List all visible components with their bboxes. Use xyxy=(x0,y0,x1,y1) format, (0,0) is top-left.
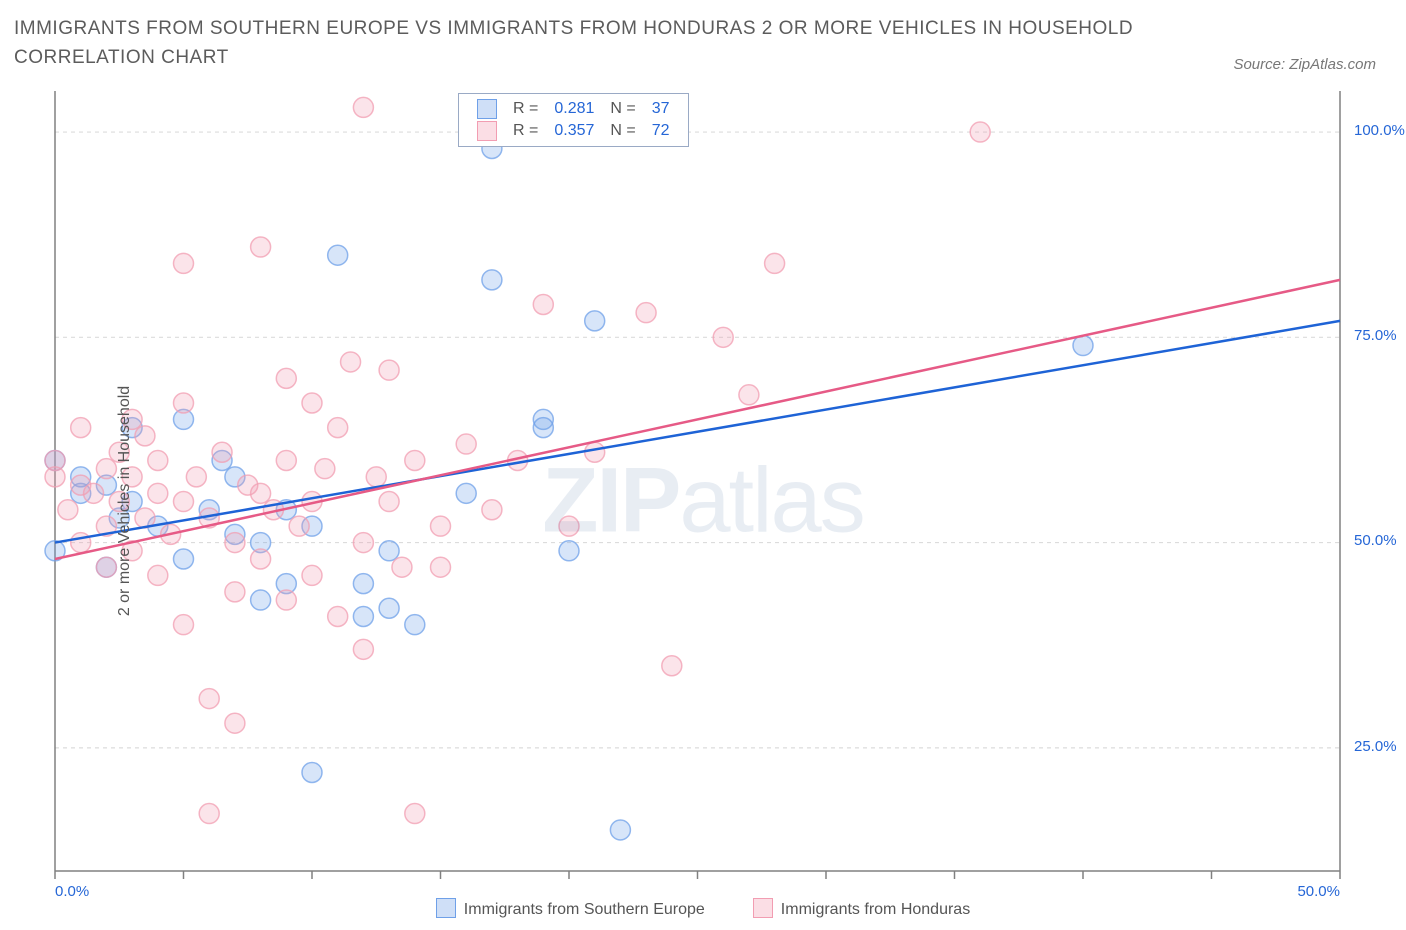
legend-n-value: 72 xyxy=(644,120,678,142)
axis-tick-label: 50.0% xyxy=(1354,532,1397,549)
axis-tick-label: 75.0% xyxy=(1354,327,1397,344)
chart-container: 2 or more Vehicles in Household ZIPatlas… xyxy=(0,81,1406,921)
legend-n-label: N = xyxy=(602,120,643,142)
legend-item: Immigrants from Southern Europe xyxy=(436,898,705,919)
legend-r-label: R = xyxy=(505,98,546,120)
series-legend: Immigrants from Southern Europe Immigrant… xyxy=(0,898,1406,919)
chart-title: IMMIGRANTS FROM SOUTHERN EUROPE VS IMMIG… xyxy=(14,14,1134,73)
legend-item: Immigrants from Honduras xyxy=(753,898,970,919)
legend-n-label: N = xyxy=(602,98,643,120)
legend-swatch xyxy=(753,898,773,918)
axis-tick-label: 50.0% xyxy=(1297,883,1340,900)
legend-swatch xyxy=(436,898,456,918)
scatter-chart xyxy=(0,81,1406,921)
legend-n-value: 37 xyxy=(644,98,678,120)
axis-tick-label: 25.0% xyxy=(1354,738,1397,755)
legend-swatch xyxy=(477,99,497,119)
axis-tick-label: 100.0% xyxy=(1354,122,1405,139)
legend-swatch xyxy=(477,121,497,141)
legend-r-value: 0.281 xyxy=(546,98,602,120)
y-axis-title: 2 or more Vehicles in Household xyxy=(116,386,134,616)
axis-tick-label: 0.0% xyxy=(55,883,89,900)
legend-r-value: 0.357 xyxy=(546,120,602,142)
legend-series-name: Immigrants from Honduras xyxy=(781,901,970,918)
correlation-legend-box: R =0.281N =37 R =0.357N =72 xyxy=(458,93,689,147)
legend-series-name: Immigrants from Southern Europe xyxy=(464,901,705,918)
source-attribution: Source: ZipAtlas.com xyxy=(1233,56,1376,73)
legend-r-label: R = xyxy=(505,120,546,142)
